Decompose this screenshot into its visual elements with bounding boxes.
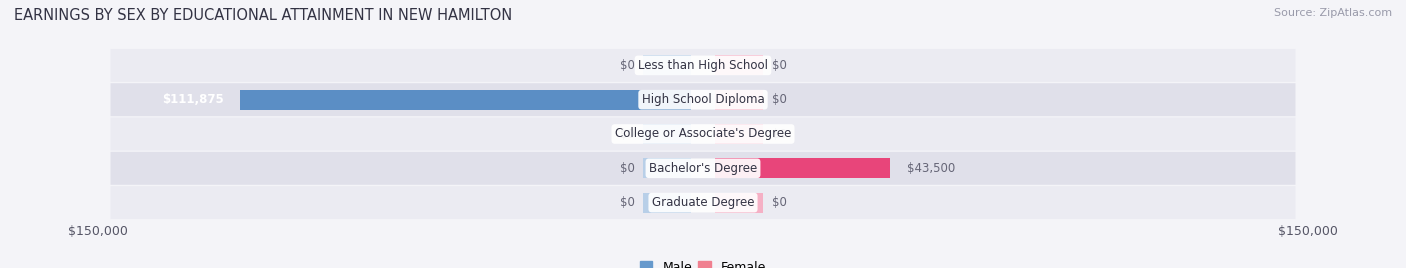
Text: High School Diploma: High School Diploma <box>641 93 765 106</box>
Text: $111,875: $111,875 <box>162 93 224 106</box>
Text: EARNINGS BY SEX BY EDUCATIONAL ATTAINMENT IN NEW HAMILTON: EARNINGS BY SEX BY EDUCATIONAL ATTAINMEN… <box>14 8 512 23</box>
Bar <box>240 90 690 110</box>
FancyBboxPatch shape <box>111 49 1295 82</box>
FancyBboxPatch shape <box>111 118 1295 150</box>
Text: $0: $0 <box>772 93 786 106</box>
Bar <box>643 55 690 75</box>
Text: $0: $0 <box>772 59 786 72</box>
FancyBboxPatch shape <box>111 83 1295 116</box>
Text: Graduate Degree: Graduate Degree <box>652 196 754 209</box>
Text: $0: $0 <box>772 196 786 209</box>
Text: $43,500: $43,500 <box>907 162 955 175</box>
Bar <box>643 193 690 213</box>
FancyBboxPatch shape <box>111 186 1295 219</box>
Text: College or Associate's Degree: College or Associate's Degree <box>614 128 792 140</box>
Text: Less than High School: Less than High School <box>638 59 768 72</box>
FancyBboxPatch shape <box>111 152 1295 185</box>
Bar <box>716 90 763 110</box>
Bar <box>716 55 763 75</box>
Text: $0: $0 <box>772 128 786 140</box>
Text: Bachelor's Degree: Bachelor's Degree <box>650 162 756 175</box>
Bar <box>643 124 690 144</box>
Text: Source: ZipAtlas.com: Source: ZipAtlas.com <box>1274 8 1392 18</box>
Text: $0: $0 <box>620 128 634 140</box>
Bar <box>716 158 890 178</box>
Legend: Male, Female: Male, Female <box>636 256 770 268</box>
Text: $0: $0 <box>620 196 634 209</box>
Bar <box>716 193 763 213</box>
Text: $0: $0 <box>620 162 634 175</box>
Bar <box>716 124 763 144</box>
Text: $0: $0 <box>620 59 634 72</box>
Bar <box>643 158 690 178</box>
